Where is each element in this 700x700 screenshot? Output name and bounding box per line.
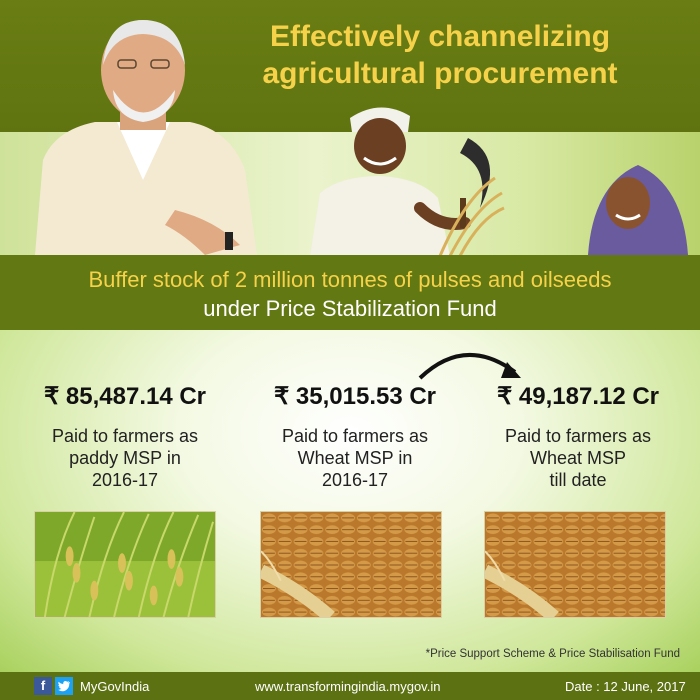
stat-amount: ₹ 85,487.14 Cr bbox=[43, 383, 207, 410]
stat-wheat-2016: ₹ 35,015.53 Cr Paid to farmers as Wheat … bbox=[240, 382, 470, 491]
twitter-bird-icon bbox=[57, 680, 70, 692]
subheading-line-2: under Price Stabilization Fund bbox=[203, 296, 497, 321]
desc-line: 2016-17 bbox=[321, 470, 389, 490]
stat-description: Paid to farmers as Wheat MSP till date bbox=[463, 425, 693, 491]
publish-date: Date : 12 June, 2017 bbox=[565, 679, 686, 694]
desc-line: till date bbox=[549, 470, 607, 490]
desc-line: Wheat MSP in bbox=[297, 448, 413, 468]
desc-line: Paid to farmers as bbox=[281, 426, 429, 446]
subheading-band bbox=[0, 255, 700, 330]
stat-amount: ₹ 49,187.12 Cr bbox=[496, 383, 660, 410]
desc-line: Paid to farmers as bbox=[504, 426, 652, 446]
woman-farmer-illustration bbox=[588, 165, 688, 255]
desc-line: 2016-17 bbox=[91, 470, 159, 490]
subheading-line-1: Buffer stock of 2 million tonnes of puls… bbox=[88, 267, 612, 292]
page-title: Effectively channelizing agricultural pr… bbox=[205, 18, 675, 92]
stat-description: Paid to farmers as Wheat MSP in 2016-17 bbox=[240, 425, 470, 491]
desc-line: Paid to farmers as bbox=[51, 426, 199, 446]
stat-paddy: ₹ 85,487.14 Cr Paid to farmers as paddy … bbox=[10, 382, 240, 491]
leader-portrait bbox=[35, 20, 257, 255]
facebook-icon[interactable]: f bbox=[34, 677, 52, 695]
social-handle[interactable]: MyGovIndia bbox=[80, 679, 150, 694]
wheat-photo bbox=[484, 511, 666, 618]
footer-bar: f MyGovIndia www.transformingindia.mygov… bbox=[0, 672, 700, 700]
stat-description: Paid to farmers as paddy MSP in 2016-17 bbox=[10, 425, 240, 491]
stat-wheat-till-date: ₹ 49,187.12 Cr Paid to farmers as Wheat … bbox=[463, 382, 693, 491]
footnote: *Price Support Scheme & Price Stabilisat… bbox=[425, 648, 680, 660]
desc-line: paddy MSP in bbox=[69, 448, 181, 468]
wheat-photo bbox=[260, 511, 442, 618]
title-line-1: Effectively channelizing bbox=[269, 20, 611, 53]
curved-arrow-icon bbox=[418, 352, 521, 380]
twitter-icon[interactable] bbox=[55, 677, 73, 695]
stat-amount: ₹ 35,015.53 Cr bbox=[273, 383, 437, 410]
farmer-illustration bbox=[310, 107, 505, 256]
website-link[interactable]: www.transformingindia.mygov.in bbox=[255, 679, 441, 694]
desc-line: Wheat MSP bbox=[529, 448, 627, 468]
paddy-photo bbox=[34, 511, 216, 618]
title-line-2: agricultural procurement bbox=[262, 57, 618, 90]
